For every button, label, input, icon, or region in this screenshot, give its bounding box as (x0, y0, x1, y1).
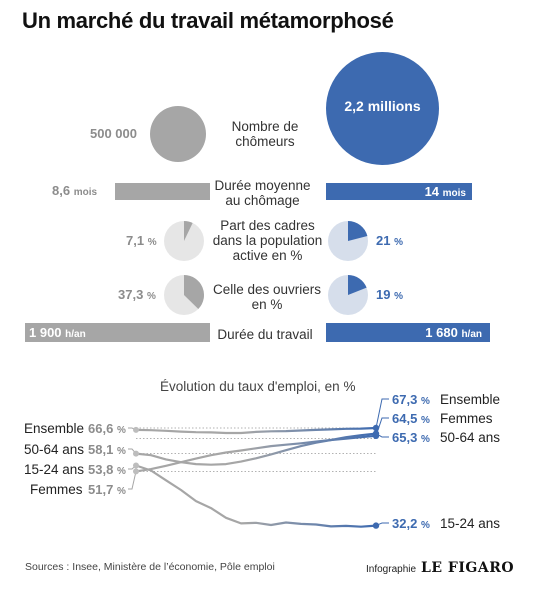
chart-title: Évolution du taux d'emploi, en % (160, 379, 356, 394)
series-start-leader (128, 471, 137, 490)
series-start-point-50-64-ans (133, 450, 139, 457)
workers-label: Celle des ouvriers en % (212, 282, 322, 312)
unemployed-after-value: 2,2 millions (344, 98, 421, 114)
duration-after-value: 14 mois (424, 184, 466, 199)
duration-before-value: 8,6 mois (52, 183, 98, 198)
series-end-leader (375, 398, 389, 429)
series-name-1524-left: 15-24 ans (24, 462, 85, 477)
hours-before-bar (25, 323, 210, 342)
series-start-ensemble: 66,6 % (88, 421, 126, 436)
series-name-1524-right: 15-24 ans (440, 516, 501, 531)
series-name-5064-right: 50-64 ans (440, 430, 501, 445)
series-end-5064: 65,3 % (392, 430, 430, 445)
series-start-femmes: 51,7 % (88, 482, 126, 497)
series-line-ensemble (135, 426, 377, 435)
series-name-femmes-left: Femmes (30, 482, 83, 497)
series-end-1524: 32,2 % (392, 516, 430, 531)
hours-before-value: 1 900 h/an (29, 325, 86, 340)
series-start-5064: 58,1 % (88, 442, 126, 457)
series-end-femmes: 64,5 % (392, 411, 430, 426)
series-start-point-femmes (133, 468, 139, 475)
series-end-ensemble: 67,3 % (392, 392, 430, 407)
series-name-ensemble-left: Ensemble (24, 421, 85, 436)
hours-label: Durée du travail (217, 327, 313, 342)
hours-after-bar (326, 323, 490, 342)
duration-after-bar (326, 183, 472, 200)
le-figaro-logo: LE FIGARO (421, 560, 515, 576)
unemployed-after-circle (326, 52, 439, 165)
series-start-point-ensemble (133, 426, 139, 433)
unemployed-before-value: 500 000 (90, 126, 137, 141)
executives-after-value: 21 % (376, 233, 403, 248)
series-name-femmes-right: Femmes (440, 411, 493, 426)
series-end-point-ensemble (372, 424, 380, 432)
series-end-point-15-24-ans (372, 522, 380, 529)
workers-after-pie (328, 275, 368, 315)
executives-before-pie (164, 221, 204, 261)
series-line-15-24-ans (135, 464, 377, 528)
series-name-ensemble-right: Ensemble (440, 392, 501, 407)
series-name-5064-left: 50-64 ans (24, 442, 85, 457)
infographic-credit: Infographie (366, 564, 417, 575)
executives-label: Part des cadres dans la population activ… (212, 218, 323, 263)
series-end-point-femmes (372, 432, 380, 439)
series-line-femmes (135, 434, 377, 473)
workers-after-value: 19 % (376, 287, 403, 302)
duration-label: Durée moyenne au chômage (214, 178, 311, 208)
duration-before-bar (115, 183, 210, 200)
unemployed-label: Nombre de chômeurs (231, 119, 299, 149)
sources-note: Sources : Insee, Ministère de l’économie… (25, 561, 275, 573)
series-start-1524: 53,8 % (88, 462, 126, 477)
executives-before-value: 7,1 % (126, 233, 157, 248)
series-start-point-15-24-ans (133, 462, 139, 469)
page-title: Un marché du travail métamorphosé (22, 8, 394, 33)
executives-after-pie (328, 221, 368, 261)
workers-before-pie (164, 275, 204, 315)
unemployed-before-circle (150, 106, 206, 162)
workers-before-value: 37,3 % (118, 287, 156, 302)
hours-after-value: 1 680 h/an (425, 325, 482, 340)
